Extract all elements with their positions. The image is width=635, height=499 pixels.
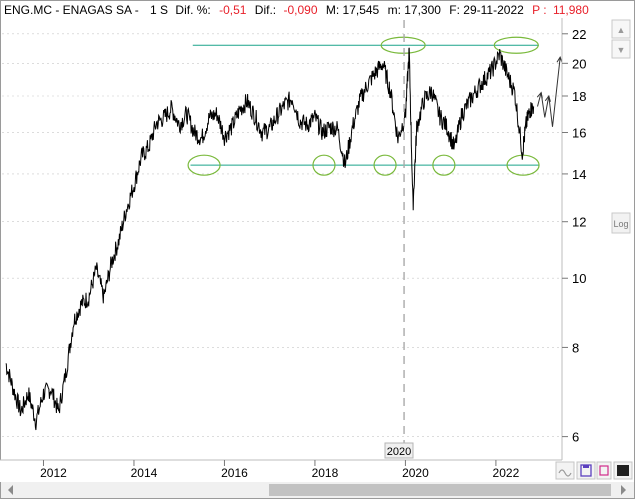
y-axis-panel <box>562 18 634 460</box>
min-label: m: 17,300 <box>388 3 442 17</box>
dif-value: -0,090 <box>283 3 317 17</box>
gridlines <box>2 33 560 437</box>
y-tick-label: 20 <box>572 56 586 71</box>
price-label: P : <box>532 3 546 17</box>
dif-label: Dif.: <box>255 3 276 17</box>
resistance-touch-circle <box>380 36 426 54</box>
support-touch-circle <box>312 154 336 176</box>
support-touch-circle <box>373 154 397 176</box>
triangle-up-icon: ▲ <box>617 25 626 35</box>
export-icon <box>599 465 609 476</box>
y-tick-label: 22 <box>572 27 586 42</box>
y-tick-label: 16 <box>572 126 586 141</box>
scroll-right-arrow-icon[interactable] <box>621 485 626 495</box>
wave-tool-button[interactable] <box>555 461 575 480</box>
export-button[interactable] <box>596 461 612 480</box>
x-tick-label: 2012 <box>40 466 67 480</box>
crosshair-label: 2020 <box>387 446 411 458</box>
y-tick-label: 12 <box>572 215 586 230</box>
scale-down-button[interactable]: ▼ <box>611 39 631 59</box>
price-series-line <box>5 47 535 431</box>
x-tick-label: 2018 <box>312 466 339 480</box>
x-tick-label: 2016 <box>221 466 248 480</box>
y-tick-label: 18 <box>572 89 586 104</box>
scroll-left-arrow-icon[interactable] <box>8 485 13 495</box>
support-touch-circle <box>432 154 456 176</box>
resistance-touch-circle <box>493 36 539 54</box>
fullscreen-icon <box>617 465 629 476</box>
log-toggle-button[interactable]: Log <box>611 212 631 234</box>
x-tick-label: 2014 <box>131 466 158 480</box>
dif-pct-label: Dif. %: <box>175 3 210 17</box>
triangle-down-icon: ▼ <box>617 45 626 55</box>
max-label: M: 17,545 <box>326 3 380 17</box>
projection-arrowhead <box>556 56 563 64</box>
wave-icon <box>558 469 572 477</box>
period-label: 1 S <box>150 3 168 17</box>
x-axis-ticks: 2012 2014 2016 2018 2020 2022 <box>40 460 520 480</box>
price-value: 11,980 <box>553 3 589 17</box>
y-tick-label: 14 <box>572 167 586 182</box>
x-axis-panel <box>0 460 562 482</box>
support-touch-circle <box>187 154 221 176</box>
save-button[interactable] <box>576 461 596 480</box>
horizontal-scrollbar[interactable] <box>1 482 634 498</box>
fullscreen-button[interactable] <box>613 461 633 480</box>
y-tick-label: 10 <box>572 271 586 286</box>
y-axis-ticks: 6 8 10 12 14 16 18 20 22 <box>562 27 586 445</box>
projection-arrowhead <box>544 94 551 102</box>
crosshair-label-box: 2020 <box>384 442 414 459</box>
scrollbar-thumb[interactable] <box>269 484 611 496</box>
scale-up-button[interactable]: ▲ <box>611 19 631 39</box>
y-tick-label: 8 <box>572 340 579 355</box>
projection-path <box>537 57 561 127</box>
plot-area[interactable] <box>2 20 563 443</box>
header-bar: ENG.MC - ENAGAS SA - 1 S Dif. %: -0,51 D… <box>4 3 589 17</box>
dif-pct-value: -0,51 <box>219 3 247 17</box>
date-label: F: 29-11-2022 <box>449 3 524 17</box>
x-tick-label: 2020 <box>402 466 429 480</box>
projection-arrowhead <box>536 91 543 99</box>
log-button-label: Log <box>613 219 628 229</box>
ticker-label: ENG.MC - ENAGAS SA - <box>4 3 139 17</box>
x-tick-label: 2022 <box>493 466 520 480</box>
y-tick-label: 6 <box>572 430 579 445</box>
